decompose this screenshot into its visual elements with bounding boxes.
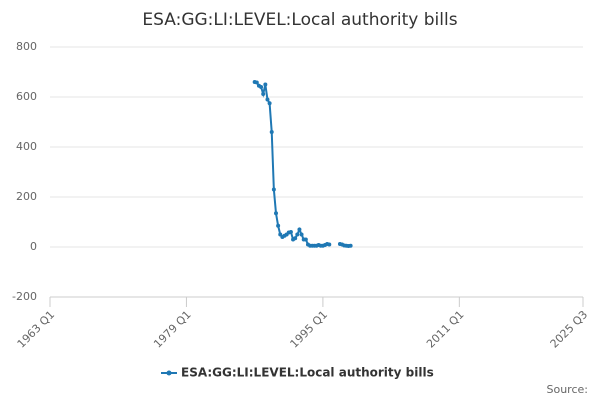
y-tick-label: 800 [16, 40, 37, 53]
point [288, 230, 293, 234]
x-tick-label: 1963 Q1 [15, 308, 58, 351]
point [254, 80, 259, 85]
y-tick-label: 600 [16, 90, 37, 103]
point [303, 237, 308, 242]
x-tick-label: 2011 Q1 [424, 308, 467, 351]
y-tick-label: 0 [30, 240, 37, 253]
point [261, 92, 266, 96]
legend-symbol-marker [166, 370, 172, 376]
point [295, 232, 300, 237]
source: Source: [547, 383, 589, 396]
y-tick-label: 200 [16, 190, 37, 203]
point [259, 85, 264, 89]
y-tick-label: 400 [16, 140, 37, 153]
point [263, 82, 268, 87]
series-line [254, 81, 351, 248]
point [265, 97, 270, 102]
point [267, 101, 272, 106]
point [276, 223, 281, 228]
point [327, 242, 332, 247]
point [271, 187, 276, 192]
x-tick-label: 1995 Q1 [288, 308, 331, 351]
chart-title: ESA:GG:LI:LEVEL:Local authority bills [142, 10, 457, 30]
point [293, 236, 298, 241]
point [299, 232, 304, 237]
point [348, 243, 353, 248]
x-tick-label: 2025 Q3 [548, 308, 591, 351]
x-tick-label: 1979 Q1 [151, 308, 194, 351]
point [273, 211, 278, 216]
y-tick-label: -200 [12, 290, 37, 303]
point [269, 130, 274, 134]
legend-label: ESA:GG:LI:LEVEL:Local authority bills [181, 366, 434, 380]
point [297, 227, 302, 232]
